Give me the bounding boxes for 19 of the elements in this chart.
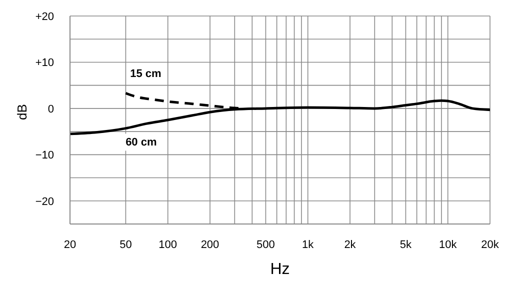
x-tick-label: 1k xyxy=(302,238,314,251)
x-tick-label: 5k xyxy=(400,238,412,251)
x-tick-label: 20 xyxy=(64,238,76,251)
y-tick-label: −20 xyxy=(35,196,54,208)
x-tick-label: 200 xyxy=(200,238,220,251)
x-tick-label: 50 xyxy=(120,238,132,251)
x-axis-title: Hz xyxy=(270,261,290,278)
y-tick-label: +10 xyxy=(35,57,54,70)
x-tick-label: 100 xyxy=(158,238,178,251)
y-tick-label: +20 xyxy=(35,10,54,23)
y-axis-title: dB xyxy=(14,104,30,120)
x-tick-label: 20k xyxy=(481,238,500,251)
x-tick-label: 10k xyxy=(438,238,458,251)
y-tick-label: 0 xyxy=(48,103,54,116)
x-tick-label: 500 xyxy=(256,238,275,251)
series-label: 60 cm xyxy=(126,136,157,149)
x-tick-label: 2k xyxy=(344,238,356,251)
series-label: 15 cm xyxy=(130,68,162,80)
y-tick-label: −10 xyxy=(35,150,54,162)
